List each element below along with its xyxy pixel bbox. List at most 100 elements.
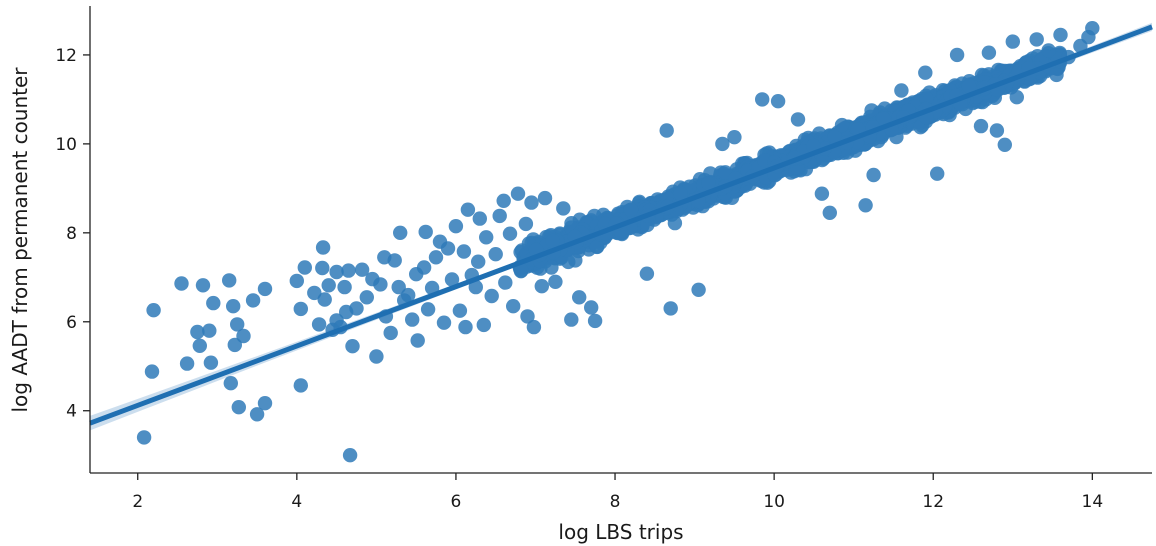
- data-point: [864, 103, 879, 118]
- x-axis-label: log LBS trips: [558, 520, 683, 544]
- data-point: [556, 201, 571, 216]
- data-point: [639, 266, 655, 281]
- data-point: [537, 190, 553, 206]
- data-point: [770, 94, 786, 109]
- data-point: [484, 288, 499, 304]
- regression-line-path: [89, 24, 1153, 426]
- data-point: [673, 186, 688, 201]
- data-point: [329, 264, 344, 280]
- data-point: [1041, 43, 1056, 58]
- data-point: [337, 279, 352, 295]
- data-point: [293, 301, 308, 317]
- data-point: [321, 278, 336, 293]
- data-point: [456, 244, 472, 259]
- data-point: [203, 355, 219, 370]
- data-point: [444, 272, 460, 287]
- data-point: [1009, 90, 1024, 105]
- data-point: [341, 263, 356, 278]
- data-point: [510, 186, 526, 201]
- data-point: [715, 136, 730, 152]
- x-tick-label: 10: [763, 492, 785, 512]
- data-point: [834, 117, 850, 133]
- data-point: [479, 230, 494, 245]
- data-point: [534, 279, 549, 294]
- y-tick-label: 10: [55, 135, 77, 155]
- data-point: [496, 193, 511, 208]
- data-point: [257, 396, 273, 411]
- data-point: [405, 312, 420, 327]
- x-ticks: 2 4 6 8 10 12 14: [132, 473, 1103, 512]
- data-point: [416, 260, 432, 275]
- data-point: [701, 176, 716, 191]
- data-point: [315, 260, 330, 276]
- data-point: [428, 250, 444, 265]
- data-point: [498, 275, 513, 290]
- data-point: [460, 202, 476, 217]
- data-point: [790, 112, 806, 127]
- data-point: [315, 240, 331, 255]
- data-point: [202, 323, 217, 338]
- data-point: [548, 274, 563, 289]
- axes: [89, 6, 1152, 474]
- data-point: [136, 430, 152, 445]
- data-point: [420, 302, 436, 317]
- data-point: [190, 324, 205, 340]
- data-point: [1081, 29, 1096, 45]
- data-point: [691, 282, 706, 297]
- data-point: [345, 339, 360, 354]
- data-point: [373, 277, 388, 292]
- data-point: [226, 299, 241, 314]
- data-point: [564, 312, 579, 327]
- data-point: [502, 226, 518, 241]
- data-point: [1005, 34, 1020, 49]
- data-point: [249, 407, 265, 422]
- data-point: [236, 328, 251, 344]
- data-point: [342, 448, 358, 463]
- x-tick-label: 6: [451, 492, 462, 512]
- y-tick-label: 8: [66, 224, 77, 244]
- data-point: [894, 83, 909, 98]
- data-point: [572, 290, 587, 305]
- data-point: [359, 290, 374, 305]
- data-point: [961, 78, 977, 94]
- data-point: [349, 301, 364, 316]
- data-point: [387, 253, 402, 268]
- data-point: [354, 262, 370, 277]
- data-point: [418, 224, 433, 240]
- y-tick-label: 6: [66, 313, 77, 333]
- data-point: [410, 333, 425, 348]
- data-point: [448, 219, 464, 234]
- y-tick-label: 4: [66, 402, 77, 422]
- data-point: [755, 92, 770, 107]
- data-point: [989, 123, 1005, 138]
- data-point: [230, 317, 245, 332]
- data-point: [231, 400, 246, 415]
- data-point: [520, 309, 535, 324]
- data-point: [587, 313, 603, 329]
- data-point: [297, 260, 312, 275]
- data-point: [146, 303, 161, 318]
- data-point: [518, 216, 534, 232]
- data-point: [918, 65, 933, 80]
- data-point: [526, 319, 542, 335]
- data-point: [289, 273, 304, 289]
- regression-line: [89, 24, 1153, 426]
- data-point: [981, 45, 997, 60]
- data-point: [659, 123, 674, 138]
- data-point: [144, 364, 160, 379]
- data-point: [568, 253, 583, 268]
- data-point: [452, 303, 468, 318]
- data-point: [663, 301, 678, 316]
- x-tick-label: 2: [132, 492, 143, 512]
- data-point: [827, 129, 842, 144]
- data-point: [383, 325, 398, 341]
- data-point: [179, 356, 195, 371]
- data-point: [492, 208, 507, 224]
- data-point: [876, 111, 891, 127]
- data-point: [667, 215, 683, 231]
- data-point: [919, 91, 934, 106]
- data-point: [949, 47, 965, 63]
- data-point: [458, 319, 473, 335]
- data-point: [544, 260, 559, 275]
